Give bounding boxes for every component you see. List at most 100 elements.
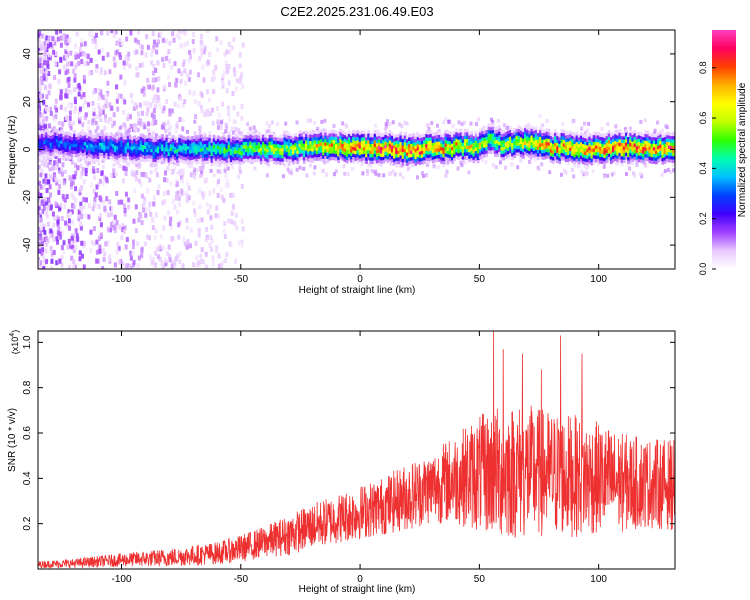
ridge-cell (588, 156, 592, 161)
ridge-cell (489, 123, 493, 128)
ridge-cell (281, 151, 285, 155)
noise-cell (78, 85, 82, 91)
ridge-cell (530, 131, 534, 136)
ridge-cell (418, 144, 422, 149)
noise-cell (38, 122, 42, 128)
ridge-cell (504, 152, 508, 156)
ridge-cell (124, 159, 128, 164)
ridge-cell (193, 158, 197, 163)
ridge-cell (216, 148, 220, 153)
ridge-cell (38, 141, 42, 146)
noise-cell (68, 243, 72, 249)
ridge-cell (511, 152, 514, 157)
ridge-cell (204, 150, 207, 155)
ridge-cell (64, 151, 68, 156)
ridge-cell (378, 145, 381, 150)
noise-cell (67, 82, 71, 88)
ridge-cell (461, 155, 465, 160)
ridge-cell (397, 133, 401, 138)
ridge-cell (528, 144, 532, 148)
ridge-cell (395, 133, 398, 138)
ridge-cell (545, 151, 549, 156)
ridge-cell (96, 138, 100, 143)
ridge-cell (425, 140, 429, 145)
ridge-cell (635, 152, 639, 157)
ridge-cell (92, 151, 96, 156)
ridge-cell (225, 158, 229, 163)
ridge-cell (55, 142, 59, 147)
ridge-cell (219, 147, 222, 151)
ridge-cell (652, 143, 656, 148)
ridge-cell (384, 134, 388, 139)
ridge-cell (470, 137, 474, 142)
ridge-cell (371, 137, 375, 141)
ridge-cell (607, 129, 611, 134)
ridge-cell (283, 130, 287, 135)
speck-cell (193, 131, 197, 136)
ridge-cell (231, 160, 235, 164)
ridge-cell (253, 145, 257, 149)
ridge-cell (201, 144, 205, 148)
speck-cell (583, 131, 587, 136)
noise-cell (60, 121, 64, 127)
speck-cell (365, 169, 369, 174)
ridge-cell (635, 135, 639, 140)
noise-cell (198, 204, 202, 210)
noise-cell (160, 260, 164, 266)
ridge-cell (315, 153, 319, 158)
noise-cell (233, 71, 237, 77)
noise-cell (240, 242, 244, 248)
noise-cell (59, 104, 63, 110)
ridge-cell (597, 148, 600, 153)
noise-cell (80, 94, 84, 100)
x-tick-label: -50 (234, 274, 249, 285)
ridge-cell (68, 135, 72, 140)
ridge-cell (85, 134, 89, 139)
noise-cell (41, 93, 45, 99)
ridge-cell (667, 135, 671, 139)
ridge-cell (356, 160, 360, 164)
ridge-cell (446, 133, 450, 138)
ridge-cell (79, 137, 83, 142)
noise-cell (142, 91, 146, 97)
ridge-cell (317, 130, 321, 134)
noise-cell (90, 182, 94, 188)
ridge-cell (541, 149, 544, 154)
ridge-cell (113, 155, 117, 159)
noise-cell (117, 259, 121, 265)
ridge-cell (607, 143, 611, 147)
noise-cell (134, 228, 138, 234)
speck-cell (541, 123, 545, 128)
ridge-cell (541, 132, 544, 137)
noise-cell (182, 236, 186, 242)
ridge-cell (397, 163, 401, 168)
ridge-cell (620, 152, 624, 157)
ridge-cell (498, 128, 502, 132)
ridge-cell (264, 160, 268, 165)
ridge-cell (571, 148, 575, 153)
ridge-cell (315, 150, 319, 155)
ridge-cell (101, 156, 104, 160)
ridge-cell (135, 147, 139, 151)
ridge-cell (399, 135, 403, 139)
ridge-cell (431, 132, 435, 137)
speck-cell (124, 167, 128, 172)
ridge-cell (631, 131, 635, 136)
ridge-cell (485, 150, 489, 154)
noise-cell (86, 53, 90, 59)
ridge-cell (627, 140, 630, 144)
noise-cell (91, 33, 95, 39)
ridge-cell (152, 161, 156, 166)
ridge-cell (401, 141, 405, 146)
ridge-cell (592, 131, 596, 136)
ridge-cell (255, 148, 259, 152)
ridge-cell (579, 148, 583, 153)
ridge-cell (229, 158, 233, 162)
ridge-cell (242, 148, 246, 153)
noise-cell (126, 56, 130, 62)
ridge-cell (629, 152, 633, 157)
ridge-cell (560, 132, 564, 137)
ridge-cell (326, 131, 330, 136)
ridge-cell (661, 141, 665, 145)
ridge-cell (143, 152, 147, 156)
